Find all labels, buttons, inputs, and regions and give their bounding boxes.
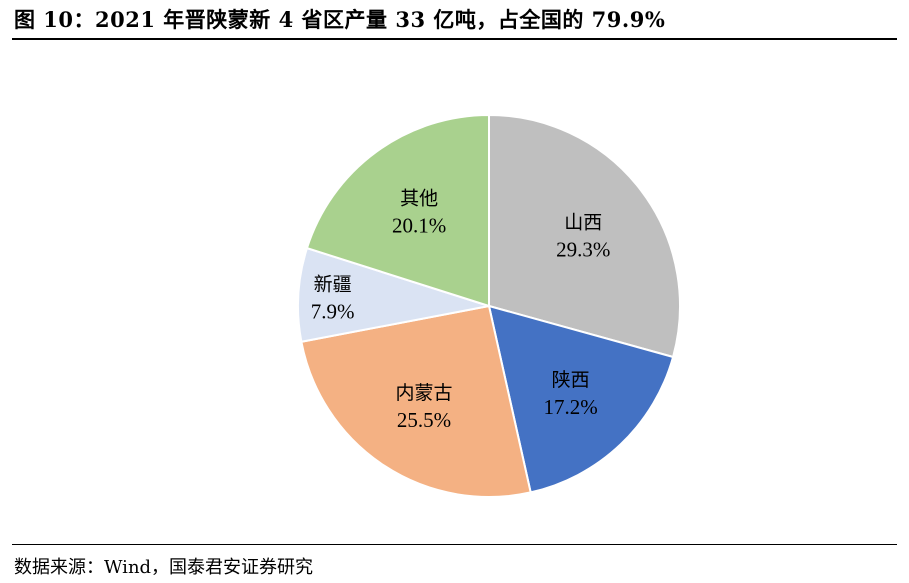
slice-name-label: 新疆 (314, 274, 352, 296)
pie-slice-3 (297, 246, 490, 343)
pie-slice-4 (305, 113, 490, 308)
slice-name-label: 内蒙古 (395, 382, 452, 404)
source-rule (12, 544, 897, 545)
slice-value-label: 29.3% (556, 237, 610, 261)
title-rule (12, 38, 897, 40)
pie-slice-2 (300, 304, 532, 498)
slice-value-label: 25.5% (397, 408, 451, 432)
slice-value-label: 20.1% (392, 213, 446, 237)
figure-title: 图 10：2021 年晋陕蒙新 4 省区产量 33 亿吨，占全国的 79.9% (14, 7, 666, 32)
slice-value-label: 7.9% (311, 300, 355, 324)
pie-slice-1 (487, 304, 675, 494)
slice-name-label: 其他 (400, 187, 438, 209)
slice-value-label: 17.2% (543, 395, 597, 419)
pie-slice-0 (488, 113, 681, 359)
slice-name-label: 陕西 (552, 369, 590, 391)
slice-name-label: 山西 (564, 211, 602, 233)
source-note: 数据来源：Wind，国泰君安证券研究 (14, 557, 314, 578)
